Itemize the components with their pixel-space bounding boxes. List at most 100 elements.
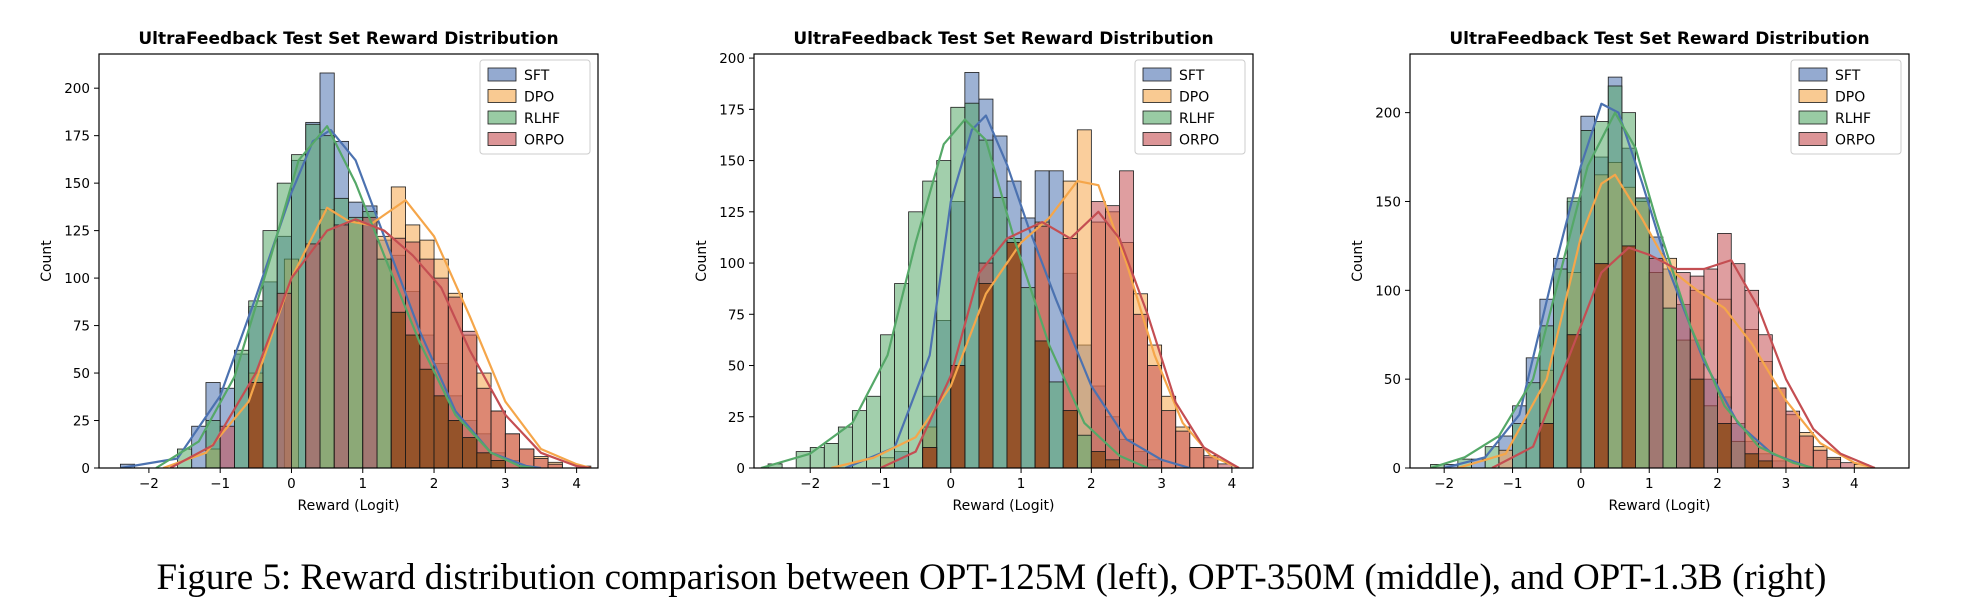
histogram-bar-rlhf — [1020, 287, 1036, 468]
kde-line-sft — [844, 114, 1191, 468]
x-tick-label: −1 — [210, 476, 230, 492]
legend-label-sft: SFT — [524, 68, 550, 84]
legend-swatch-sft — [1142, 67, 1172, 82]
legend-swatch-rlhf — [1798, 110, 1828, 125]
y-tick-label: 175 — [64, 129, 90, 145]
x-tick-label: 0 — [1577, 476, 1586, 492]
legend-label-rlhf: RLHF — [1835, 111, 1871, 127]
x-tick-label: 3 — [1782, 476, 1791, 492]
legend-swatch-dpo — [1142, 89, 1172, 103]
bar-layer — [119, 72, 592, 468]
histogram-bar-rlhf — [376, 258, 392, 468]
kde-line-dpo — [162, 199, 592, 468]
x-tick-label: 1 — [358, 476, 367, 492]
histogram-bar-orpo — [1090, 201, 1106, 468]
x-tick-label: 3 — [501, 476, 510, 492]
x-tick-label: 4 — [1850, 476, 1859, 492]
histogram-bar-orpo — [1812, 449, 1828, 468]
legend-label-orpo: ORPO — [1179, 133, 1219, 149]
kde-line-orpo — [880, 210, 1240, 468]
x-axis-label: Reward (Logit) — [298, 498, 400, 514]
kde-line-dpo — [1457, 173, 1876, 468]
histogram-bar-overlap — [1090, 451, 1106, 468]
legend-swatch-rlhf — [487, 110, 517, 125]
histogram-bar-overlap — [1062, 410, 1078, 468]
histogram-bar-orpo — [1730, 263, 1746, 468]
legend-swatch-dpo — [487, 89, 517, 103]
legend-swatch-orpo — [487, 132, 517, 146]
histogram-bar-rlhf — [348, 216, 364, 468]
chart-title: UltraFeedback Test Set Reward Distributi… — [1449, 29, 1869, 49]
histogram-bar-orpo — [1119, 170, 1134, 468]
histogram-bar-rlhf — [291, 154, 307, 468]
plot-frame — [753, 53, 1254, 469]
x-tick-label: 4 — [1228, 476, 1237, 492]
legend-box — [1134, 59, 1246, 155]
histogram-bar-rlhf — [1048, 381, 1064, 468]
histogram-bar-overlap — [447, 420, 463, 468]
histogram-bar-overlap — [922, 447, 938, 468]
legend-box — [1790, 59, 1902, 155]
histogram-bar-overlap — [1034, 340, 1050, 468]
legend: SFT DPO RLHF ORPO — [1790, 59, 1902, 155]
histogram-bar-overlap — [1758, 460, 1773, 468]
y-tick-label: 75 — [73, 319, 90, 335]
histogram-bar-rlhf — [936, 160, 952, 468]
y-tick-label: 100 — [719, 256, 745, 272]
histogram-bar-overlap — [390, 311, 406, 468]
histogram-bar-overlap — [419, 368, 435, 468]
y-tick-label: 200 — [64, 81, 90, 97]
histogram-bar-rlhf — [992, 197, 1008, 468]
x-tick-label: 4 — [572, 476, 581, 492]
y-tick-label: 125 — [719, 205, 745, 221]
kde-line-dpo — [831, 179, 1240, 468]
chart-title: UltraFeedback Test Set Reward Distributi… — [138, 29, 558, 49]
y-tick-label: 100 — [1375, 283, 1401, 299]
histogram-bar-overlap — [978, 283, 994, 468]
histogram-bar-overlap — [1621, 245, 1636, 468]
y-tick-label: 0 — [81, 461, 90, 477]
histogram-bar-orpo — [1826, 458, 1842, 468]
y-tick-label: 0 — [736, 461, 745, 477]
y-tick-label: 25 — [73, 414, 90, 430]
legend-swatch-orpo — [1142, 132, 1172, 146]
chart-panel-opt-125m: UltraFeedback Test Set Reward Distributi… — [39, 29, 599, 514]
x-tick-label: −2 — [139, 476, 159, 492]
x-tick-label: −1 — [1503, 476, 1523, 492]
legend-swatch-sft — [1798, 67, 1828, 82]
y-tick-label: 0 — [1392, 461, 1401, 477]
histogram-bar-orpo — [533, 458, 549, 468]
histogram-bar-rlhf — [319, 135, 335, 468]
y-axis-label: Count — [1350, 240, 1366, 282]
x-tick-label: 1 — [1017, 476, 1026, 492]
histogram-bar-overlap — [1744, 453, 1760, 468]
histogram-bar-orpo — [547, 463, 563, 468]
histogram-bar-rlhf — [809, 447, 825, 468]
chart-panel-opt-350m: UltraFeedback Test Set Reward Distributi… — [694, 29, 1254, 514]
histogram-bar-orpo — [1799, 435, 1814, 468]
histogram-bar-rlhf — [964, 102, 980, 468]
x-tick-label: 2 — [430, 476, 439, 492]
histogram-bar-orpo — [1105, 205, 1120, 468]
legend-label-dpo: DPO — [1179, 90, 1209, 106]
kde-line-rlhf — [155, 125, 534, 468]
y-tick-label: 125 — [64, 224, 90, 240]
histogram-bar-orpo — [276, 292, 292, 468]
histogram-bar-overlap — [462, 437, 478, 468]
x-tick-label: 0 — [287, 476, 296, 492]
histogram-bar-orpo — [1648, 257, 1664, 468]
histogram-bar-overlap — [1006, 242, 1022, 468]
x-tick-label: −1 — [871, 476, 891, 492]
histogram-bar-overlap — [1105, 459, 1120, 468]
y-tick-label: 50 — [728, 359, 745, 375]
y-tick-label: 150 — [719, 154, 745, 170]
histogram-bar-rlhf — [1635, 197, 1650, 468]
legend-swatch-rlhf — [1142, 110, 1172, 125]
histogram-bar-overlap — [490, 459, 506, 468]
legend-label-orpo: ORPO — [524, 133, 564, 149]
chart-panel-opt-1.3b: UltraFeedback Test Set Reward Distributi… — [1350, 29, 1910, 514]
histogram-bar-overlap — [1539, 423, 1554, 468]
histogram-bar-rlhf — [1607, 85, 1623, 468]
legend-label-orpo: ORPO — [1835, 133, 1875, 149]
histogram-bar-rlhf — [1076, 434, 1092, 468]
